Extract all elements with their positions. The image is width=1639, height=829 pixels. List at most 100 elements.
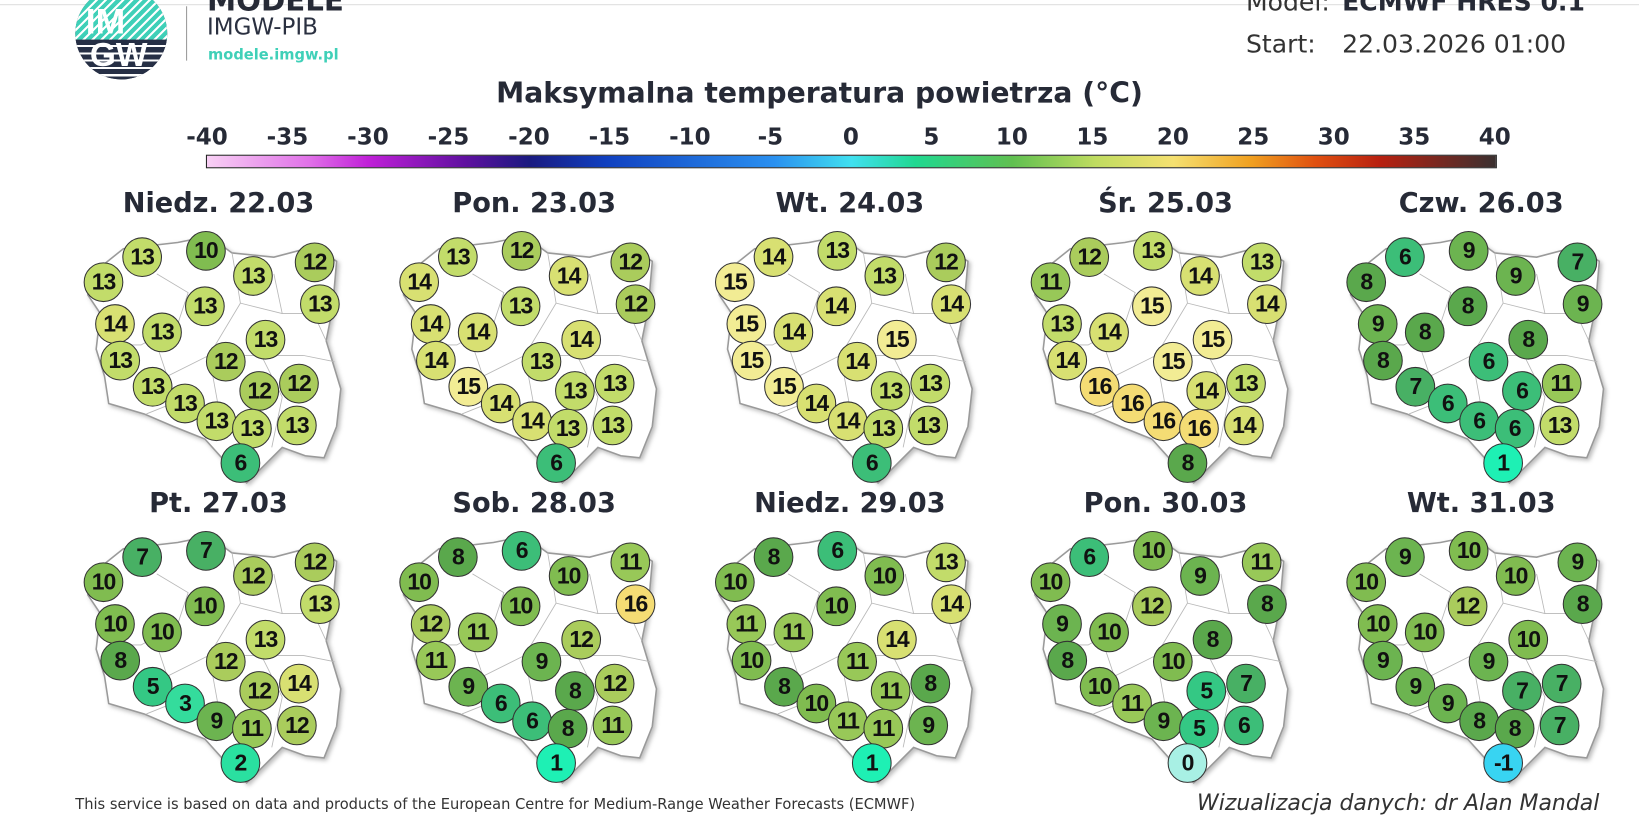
colorbar-tick: -5 bbox=[757, 124, 784, 151]
temperature-marker: 12 bbox=[205, 341, 246, 382]
region-border bbox=[260, 355, 283, 448]
colorbar-tick: 10 bbox=[995, 124, 1028, 151]
temperature-marker: 11 bbox=[457, 612, 498, 653]
day-title: Niedz. 29.03 bbox=[754, 488, 946, 520]
colorbar-tick: -30 bbox=[347, 124, 389, 151]
temperature-marker: 6 bbox=[480, 683, 521, 724]
site-link[interactable]: modele.imgw.pl bbox=[208, 47, 339, 64]
temperature-marker: 9 bbox=[1357, 304, 1398, 344]
temperature-marker: 13 bbox=[277, 405, 317, 446]
region-border bbox=[1523, 655, 1546, 748]
temperature-marker: 14 bbox=[95, 304, 135, 344]
temperature-marker: 10 bbox=[186, 231, 226, 271]
temperature-marker: 14 bbox=[1224, 405, 1264, 446]
temperature-marker: 9 bbox=[1180, 556, 1220, 596]
temperature-marker: 13 bbox=[817, 231, 858, 271]
temperature-marker: 13 bbox=[232, 408, 272, 449]
poland-map bbox=[1349, 535, 1605, 785]
temperature-marker: 6 bbox=[536, 443, 576, 483]
temperature-marker: 9 bbox=[1143, 701, 1184, 742]
region-border bbox=[1187, 602, 1230, 614]
temperature-marker: 13 bbox=[1539, 405, 1580, 446]
temperature-marker: 14 bbox=[279, 663, 319, 704]
poland-map bbox=[1349, 235, 1605, 485]
temperature-marker: 8 bbox=[1363, 340, 1403, 381]
temperature-marker: 13 bbox=[1226, 363, 1266, 404]
colorbar bbox=[205, 154, 1497, 169]
temperature-marker: 10 bbox=[1448, 531, 1489, 571]
region-border bbox=[240, 302, 283, 314]
temperature-marker: 7 bbox=[1541, 663, 1582, 704]
day-title: Pon. 23.03 bbox=[452, 188, 617, 220]
colorbar-tick: 30 bbox=[1317, 124, 1350, 151]
temperature-marker: 1 bbox=[851, 743, 892, 783]
temperature-marker: 11 bbox=[1030, 262, 1071, 303]
temperature-marker: 1 bbox=[536, 743, 576, 783]
temperature-marker: 15 bbox=[714, 262, 755, 303]
temperature-marker: 12 bbox=[1447, 586, 1488, 627]
temperature-marker: 11 bbox=[1541, 363, 1582, 404]
temperature-marker: 9 bbox=[1557, 542, 1598, 583]
day-title: Czw. 26.03 bbox=[1398, 188, 1564, 220]
temperature-marker: 5 bbox=[1179, 708, 1219, 749]
temperature-marker: 14 bbox=[1180, 256, 1220, 296]
temperature-marker: 15 bbox=[877, 319, 917, 360]
start-value: 22.03.2026 01:00 bbox=[1342, 29, 1567, 59]
temperature-marker: 14 bbox=[548, 256, 589, 296]
region-border bbox=[273, 573, 327, 641]
day-title: Pt. 27.03 bbox=[149, 488, 288, 520]
brand-name: IMGW-PIB bbox=[206, 14, 318, 41]
temperature-marker: 8 bbox=[1247, 584, 1287, 625]
temperature-marker: 6 bbox=[817, 531, 858, 571]
temperature-marker: 7 bbox=[1539, 705, 1580, 746]
temperature-marker: 12 bbox=[501, 231, 542, 271]
temperature-marker: 14 bbox=[1089, 312, 1129, 353]
credit: Wizualizacja danych: dr Alan Mandal bbox=[1197, 790, 1600, 816]
temperature-marker: 10 bbox=[142, 612, 182, 653]
temperature-marker: 8 bbox=[1404, 312, 1445, 353]
region-border bbox=[1187, 302, 1230, 314]
temperature-marker: 6 bbox=[1069, 537, 1110, 578]
colorbar-tick: -10 bbox=[669, 124, 711, 151]
temperature-marker: 13 bbox=[100, 340, 141, 381]
temperature-marker: 11 bbox=[870, 671, 911, 711]
temperature-marker: 12 bbox=[294, 542, 335, 583]
temperature-marker: 14 bbox=[931, 284, 972, 325]
poland-map bbox=[1034, 235, 1289, 485]
data-source-note: This service is based on data and produc… bbox=[75, 796, 916, 814]
temperature-marker: 15 bbox=[1192, 319, 1233, 360]
temperature-marker: 8 bbox=[1192, 619, 1233, 660]
temperature-marker: 13 bbox=[910, 363, 951, 404]
temperature-marker: 14 bbox=[561, 319, 602, 360]
start-label: Start: bbox=[1245, 29, 1316, 59]
temperature-marker: 2 bbox=[220, 743, 261, 783]
temperature-marker: 14 bbox=[399, 262, 440, 303]
temperature-marker: 13 bbox=[500, 286, 541, 327]
logo-text-im: IM bbox=[85, 2, 126, 42]
logo-separator bbox=[186, 6, 188, 61]
temperature-marker: 11 bbox=[837, 641, 878, 682]
temperature-marker: 6 bbox=[1224, 705, 1264, 746]
temperature-marker: 15 bbox=[1132, 286, 1172, 327]
day-title: Niedz. 22.03 bbox=[122, 188, 315, 220]
temperature-marker: 10 bbox=[83, 562, 124, 603]
poland-map bbox=[718, 535, 973, 785]
temperature-marker: 10 bbox=[731, 640, 772, 681]
temperature-marker: 15 bbox=[448, 366, 489, 407]
temperature-marker: 16 bbox=[1079, 366, 1120, 407]
model-label: Model: bbox=[1245, 0, 1330, 17]
temperature-marker: 7 bbox=[1226, 663, 1266, 704]
temperature-marker: 8 bbox=[753, 537, 794, 578]
temperature-marker: 8 bbox=[437, 537, 478, 578]
temperature-marker: 12 bbox=[610, 242, 651, 283]
temperature-marker: 14 bbox=[1186, 371, 1227, 411]
temperature-marker: 14 bbox=[457, 312, 498, 353]
temperature-marker: 9 bbox=[1042, 604, 1082, 644]
region-border bbox=[892, 655, 915, 748]
region-border bbox=[1503, 302, 1546, 314]
region-border bbox=[871, 302, 914, 314]
temperature-marker: 8 bbox=[1167, 443, 1208, 483]
temperature-marker: 13 bbox=[233, 256, 273, 296]
temperature-marker: 8 bbox=[1562, 584, 1603, 625]
region-border bbox=[1523, 355, 1546, 448]
